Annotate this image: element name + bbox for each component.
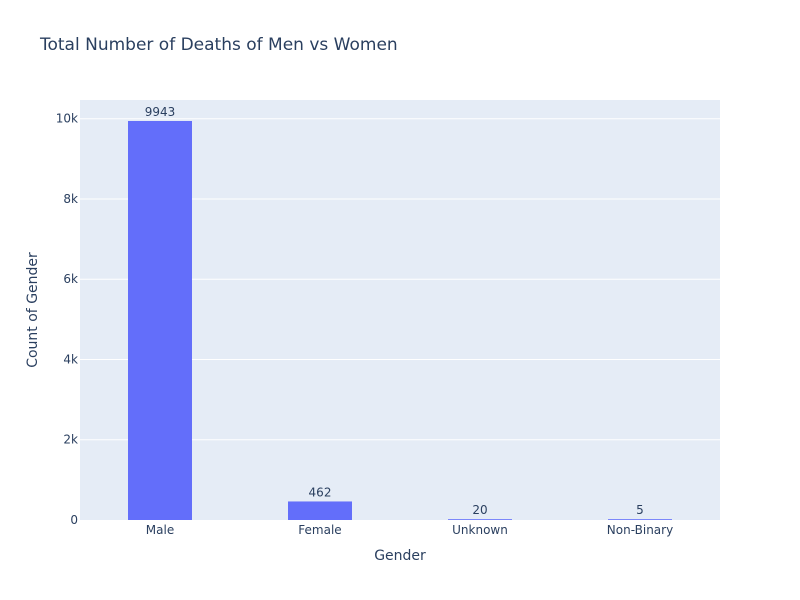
y-axis-ticks: 0 2k 4k 6k 8k 10k xyxy=(56,112,78,527)
data-label: 462 xyxy=(309,485,332,499)
y-tick-label: 2k xyxy=(63,433,78,447)
y-tick-label: 6k xyxy=(63,272,78,286)
y-tick-label: 4k xyxy=(63,352,78,366)
x-tick-label: Male xyxy=(146,523,174,537)
chart-title: Total Number of Deaths of Men vs Women xyxy=(39,35,398,55)
y-tick-label: 0 xyxy=(70,513,78,527)
data-label: 5 xyxy=(636,503,644,517)
bars xyxy=(128,120,672,520)
data-label: 20 xyxy=(472,503,487,517)
y-axis-title: Count of Gender xyxy=(25,252,41,368)
x-axis-title: Gender xyxy=(374,548,426,564)
x-tick-label: Unknown xyxy=(452,523,508,537)
data-label: 9943 xyxy=(145,105,176,119)
bar-unknown xyxy=(448,519,512,520)
y-tick-label: 8k xyxy=(63,192,78,206)
y-tick-label: 10k xyxy=(56,112,78,126)
x-axis-ticks: Male Female Unknown Non-Binary xyxy=(146,523,673,537)
bar-non-binary xyxy=(608,519,672,520)
x-tick-label: Non-Binary xyxy=(607,523,673,537)
bar-male xyxy=(128,120,192,520)
bar-labels: 9943 462 20 5 xyxy=(145,105,644,517)
x-tick-label: Female xyxy=(298,523,341,537)
bar-female xyxy=(288,501,352,520)
